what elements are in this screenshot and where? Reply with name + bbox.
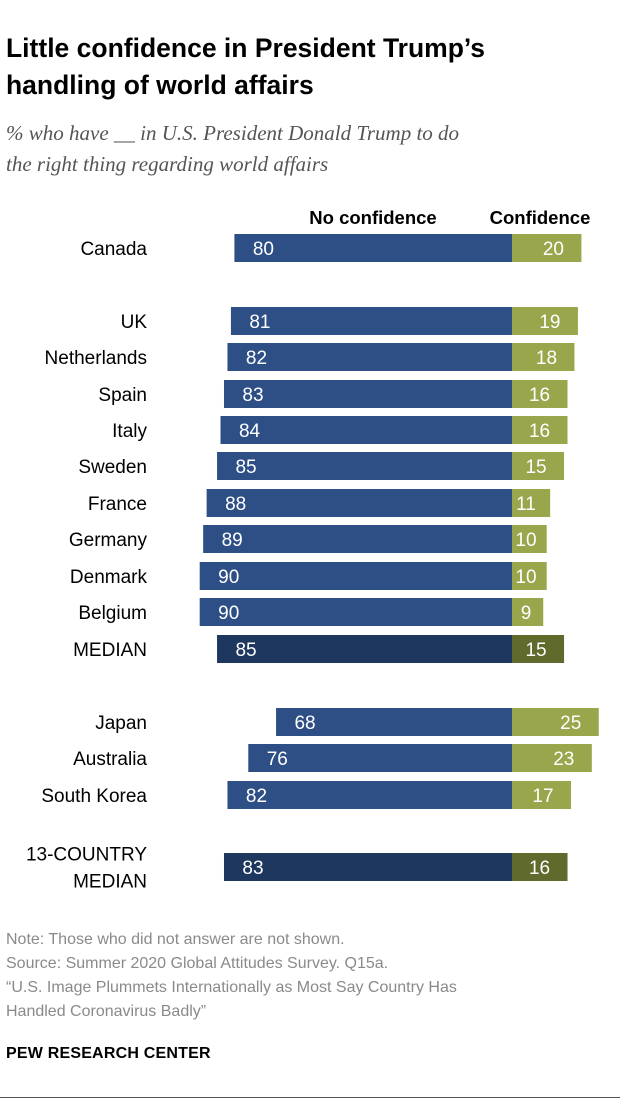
data-label-no-confidence: 90	[218, 603, 239, 624]
chart-title: Little confidence in President Trump’s h…	[6, 30, 606, 104]
row-label: UK	[121, 312, 148, 333]
chart-subtitle: % who have __ in U.S. President Donald T…	[6, 118, 612, 180]
data-label-no-confidence: 83	[242, 385, 263, 406]
data-label-no-confidence: 81	[249, 312, 270, 333]
data-label-confidence: 15	[525, 457, 546, 478]
bar-no-confidence-sweden	[217, 452, 513, 480]
row-label: France	[88, 494, 147, 515]
row-label: Germany	[69, 530, 148, 551]
data-label-confidence: 17	[532, 786, 553, 807]
row-label: Canada	[80, 239, 147, 260]
data-label-no-confidence: 82	[246, 348, 267, 369]
data-label-confidence: 15	[525, 640, 546, 661]
bar-no-confidence-13-country-median	[223, 853, 513, 881]
bar-chart: No confidence Confidence Canada 80 20 UK 81 19 N…	[26, 207, 599, 893]
row-label: MEDIAN	[73, 872, 147, 893]
data-label-confidence: 18	[536, 348, 557, 369]
chart-notes: Note: Those who did not answer are not s…	[6, 928, 612, 1024]
report-title-line-2: Handled Coronavirus Badly”	[6, 1003, 207, 1020]
row-label: Italy	[112, 421, 147, 442]
row-label: Spain	[98, 385, 147, 406]
data-label-no-confidence: 80	[253, 239, 274, 260]
report-title-line-1: “U.S. Image Plummets Internationally as …	[6, 979, 457, 996]
legend-no-confidence: No confidence	[309, 207, 436, 228]
row-label: South Korea	[41, 786, 147, 807]
bar-confidence-japan	[512, 708, 599, 736]
note-text: Note: Those who did not answer are not s…	[6, 931, 345, 948]
bar-no-confidence-uk	[230, 307, 512, 335]
bar-no-confidence-south-korea	[227, 781, 512, 809]
bar-no-confidence-france	[206, 489, 512, 517]
bar-confidence-13-country-median	[512, 853, 568, 881]
bar-confidence-spain	[512, 380, 568, 408]
data-label-confidence: 20	[543, 239, 564, 260]
bar-confidence-south-korea	[512, 781, 571, 809]
bar-no-confidence-belgium	[199, 598, 512, 626]
bar-no-confidence-canada	[234, 234, 512, 262]
bar-confidence-sweden	[512, 452, 565, 480]
row-label: 13-COUNTRY	[26, 845, 147, 866]
bar-confidence-italy	[512, 416, 568, 444]
bar-no-confidence-median	[217, 635, 513, 663]
data-label-no-confidence: 89	[222, 530, 243, 551]
data-label-no-confidence: 88	[225, 494, 246, 515]
legend-confidence: Confidence	[490, 207, 591, 228]
bar-confidence-germany	[512, 525, 547, 553]
data-label-no-confidence: 85	[235, 457, 256, 478]
bar-confidence-australia	[512, 744, 592, 772]
data-label-no-confidence: 85	[235, 640, 256, 661]
bar-no-confidence-australia	[248, 744, 512, 772]
data-label-no-confidence: 83	[242, 858, 263, 879]
chart-title-line-1: Little confidence in President Trump’s	[6, 33, 486, 63]
row-label: Netherlands	[45, 348, 147, 369]
data-label-confidence: 25	[560, 713, 581, 734]
data-label-no-confidence: 76	[267, 749, 288, 770]
row-label: Japan	[95, 713, 147, 734]
data-label-confidence: 16	[529, 421, 550, 442]
data-label-confidence: 9	[521, 603, 532, 624]
bar-no-confidence-germany	[203, 525, 513, 553]
data-label-confidence: 10	[515, 567, 536, 588]
row-label: Sweden	[78, 457, 147, 478]
bar-confidence-median	[512, 635, 565, 663]
row-label: Australia	[73, 749, 147, 770]
bottom-divider	[0, 1097, 620, 1098]
bar-confidence-france	[512, 489, 551, 517]
bar-confidence-belgium	[512, 598, 544, 626]
row-label: Belgium	[78, 603, 147, 624]
chart-subtitle-line-2: the right thing regarding world affairs	[6, 152, 329, 176]
row-label: MEDIAN	[73, 640, 147, 661]
data-label-confidence: 16	[529, 858, 550, 879]
data-label-confidence: 23	[553, 749, 574, 770]
bar-confidence-netherlands	[512, 343, 575, 371]
source-text: Source: Summer 2020 Global Attitudes Sur…	[6, 955, 389, 972]
bar-no-confidence-spain	[223, 380, 513, 408]
bar-confidence-canada	[512, 234, 582, 262]
bar-no-confidence-denmark	[199, 562, 512, 590]
data-label-confidence: 16	[529, 385, 550, 406]
data-label-no-confidence: 84	[239, 421, 261, 442]
data-label-no-confidence: 90	[218, 567, 239, 588]
data-label-confidence: 19	[539, 312, 560, 333]
data-label-no-confidence: 68	[294, 713, 315, 734]
bar-confidence-denmark	[512, 562, 547, 590]
bar-no-confidence-japan	[276, 708, 512, 736]
chart-title-line-2: handling of world affairs	[6, 70, 314, 100]
data-label-confidence: 11	[516, 494, 536, 515]
organization-credit: PEW RESEARCH CENTER	[6, 1045, 211, 1062]
data-label-confidence: 10	[515, 530, 536, 551]
bar-no-confidence-italy	[220, 416, 512, 444]
bar-confidence-uk	[512, 307, 578, 335]
row-label: Denmark	[70, 567, 148, 588]
data-label-no-confidence: 82	[246, 786, 267, 807]
bar-no-confidence-netherlands	[227, 343, 512, 371]
chart-subtitle-line-1: % who have __ in U.S. President Donald T…	[6, 121, 460, 145]
